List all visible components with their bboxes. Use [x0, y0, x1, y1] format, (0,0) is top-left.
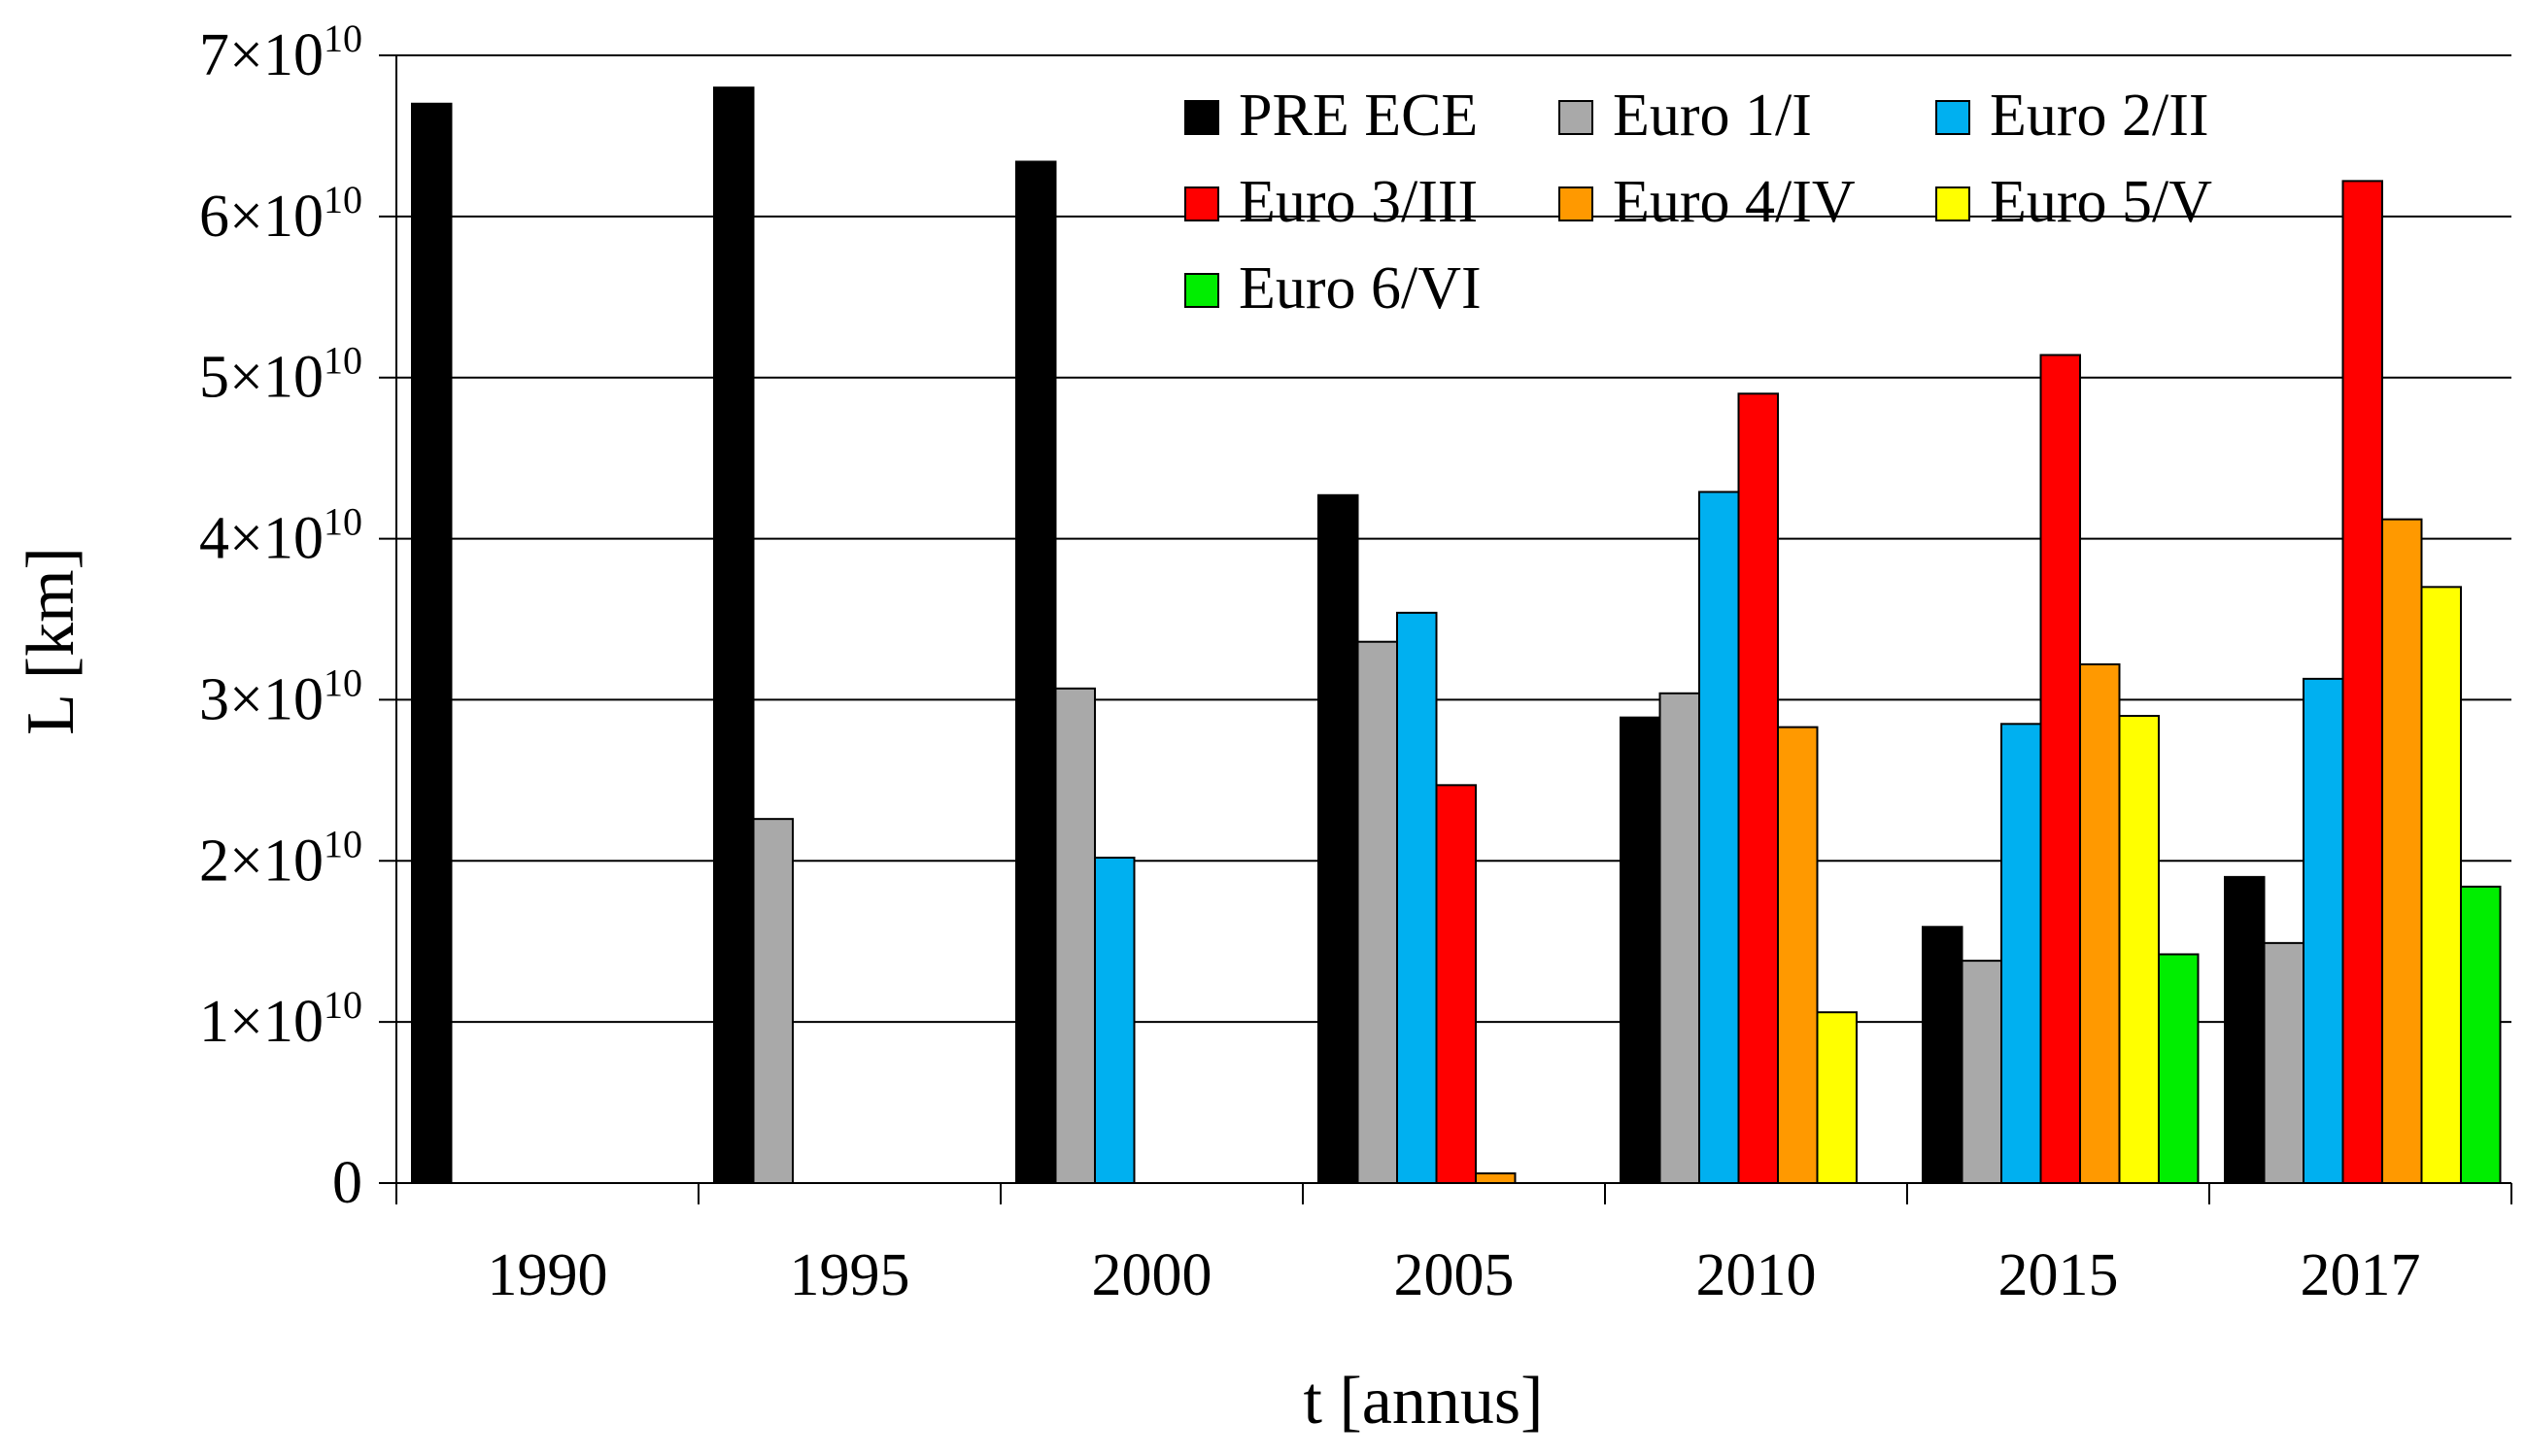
axes [379, 54, 2512, 1204]
bar [1620, 716, 1661, 1184]
y-tick-label: 3×1010 [199, 660, 362, 732]
bar [1961, 960, 2002, 1184]
legend-label: PRE ECE [1239, 83, 1478, 149]
y-tick-label: 4×1010 [199, 500, 362, 572]
x-tick-label: 2005 [1394, 1242, 1515, 1308]
bar [2420, 586, 2462, 1184]
bar [1356, 640, 1398, 1184]
x-axis-title: t [annus] [1304, 1364, 1544, 1439]
bar [1658, 692, 1700, 1185]
y-tick-label: 5×1010 [199, 339, 362, 411]
legend-swatch [1558, 186, 1593, 221]
bar [752, 818, 794, 1184]
legend-label: Euro 3/III [1239, 169, 1478, 235]
bar [1737, 392, 1779, 1184]
y-tick-label: 6×1010 [199, 178, 362, 250]
legend-swatch [1935, 100, 1970, 135]
bar [1094, 856, 1136, 1184]
legend-swatch [1935, 186, 1970, 221]
bar [1054, 687, 1096, 1184]
bar [1475, 1172, 1517, 1185]
bar [2381, 518, 2423, 1184]
x-tick-label: 1990 [488, 1242, 608, 1308]
legend-swatch [1184, 186, 1219, 221]
legend-label: Euro 4/IV [1613, 169, 1856, 235]
bar [2118, 715, 2160, 1184]
bar [2079, 662, 2121, 1184]
bar [1396, 611, 1438, 1184]
legend-label: Euro 1/I [1613, 83, 1812, 149]
y-tick-label: 2×1010 [199, 822, 362, 894]
x-tick-label: 2010 [1696, 1242, 1817, 1308]
bar [1777, 726, 1819, 1184]
bar [1015, 160, 1057, 1185]
bar [2263, 941, 2304, 1184]
bar [2158, 953, 2200, 1184]
bar [2460, 885, 2502, 1185]
bar [713, 86, 755, 1185]
bar [1435, 784, 1477, 1185]
bars [411, 86, 2502, 1185]
bar [411, 102, 453, 1184]
bar [1698, 491, 1740, 1185]
y-axis-title: L [km] [14, 547, 88, 735]
x-tick-label: 2017 [2301, 1242, 2421, 1308]
bar [1317, 493, 1359, 1185]
legend-label: Euro 2/II [1990, 83, 2209, 149]
bar [2341, 180, 2383, 1185]
bar [2039, 354, 2081, 1185]
legend-label: Euro 6/VI [1239, 255, 1482, 322]
y-tick-label: 0 [332, 1150, 362, 1216]
bar [2000, 723, 2042, 1184]
bar [1816, 1011, 1858, 1184]
bar [2224, 875, 2266, 1184]
legend: PRE ECE Euro 1/I Euro 2/II Euro 3/III Euro 4… [1184, 83, 2212, 322]
bar [1922, 926, 1963, 1185]
legend-label: Euro 5/V [1990, 169, 2212, 235]
x-tick-label: 1995 [790, 1242, 910, 1308]
x-tick-label: 2015 [1998, 1242, 2119, 1308]
tick-labels: 0 1×1010 2×1010 3×1010 4×1010 5×1010 6×1010 7×1… [199, 17, 2420, 1308]
x-tick-label: 2000 [1092, 1242, 1212, 1308]
y-tick-label: 1×1010 [199, 983, 362, 1055]
legend-swatch [1184, 273, 1219, 308]
y-tick-label: 7×1010 [199, 17, 362, 88]
bar [2303, 677, 2344, 1184]
legend-swatch [1184, 100, 1219, 135]
legend-swatch [1558, 100, 1593, 135]
